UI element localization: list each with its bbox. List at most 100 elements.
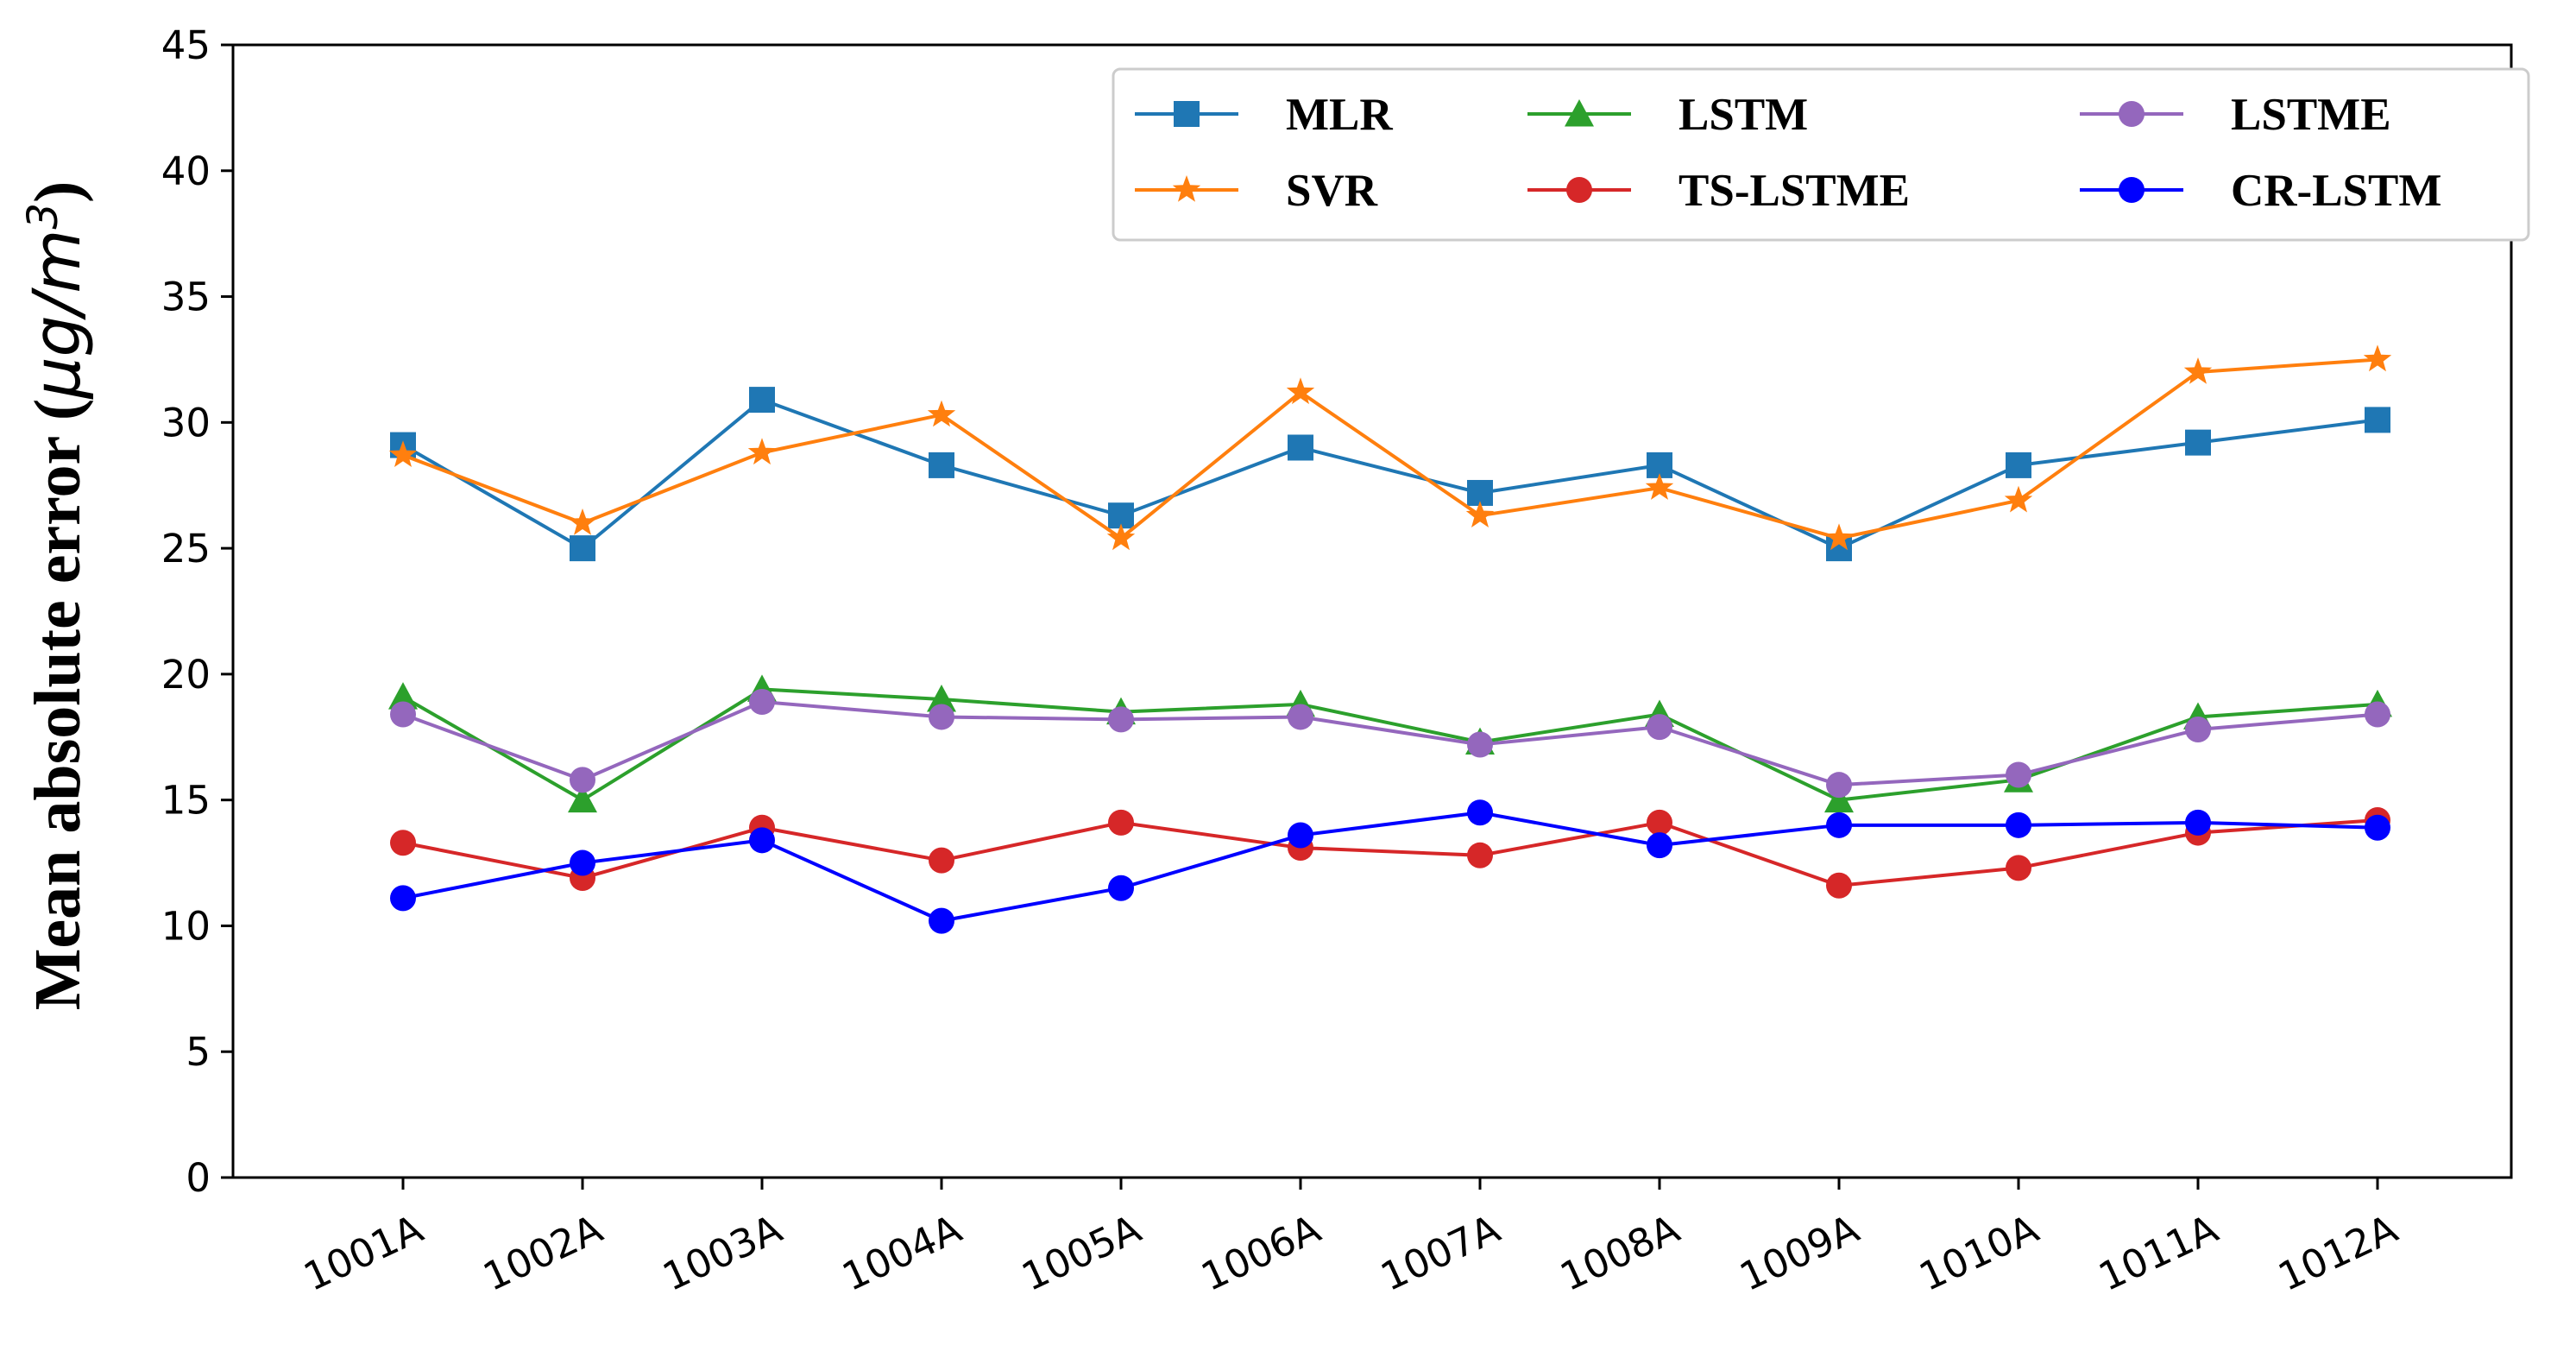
y-tick-label: 25 <box>161 526 211 571</box>
data-point-lstme <box>1647 714 1672 741</box>
legend-marker <box>2119 177 2145 203</box>
legend-label: LSTME <box>2231 90 2391 140</box>
data-point-svr <box>1286 377 1315 405</box>
data-point-cr-lstm <box>1288 822 1313 849</box>
plot-frame <box>231 43 2513 1179</box>
y-axis-label-unit: μg/m <box>18 230 95 400</box>
y-axis-ticks: 0 5 10 15 20 25 30 35 40 45 <box>161 22 233 1201</box>
y-tick-label: 30 <box>161 400 211 445</box>
data-point-cr-lstm <box>390 885 416 912</box>
y-axis-label-sup: 3 <box>19 203 67 230</box>
series-line-svr <box>402 357 2378 540</box>
y-tick-label: 5 <box>186 1029 211 1075</box>
data-point-svr <box>1824 523 1854 551</box>
legend-label: CR-LSTM <box>2231 166 2441 216</box>
data-point-cr-lstm <box>749 827 775 854</box>
y-tick-label: 35 <box>161 275 211 320</box>
y-axis-label-close: ) <box>22 181 94 203</box>
legend-entry-lstm: LSTM <box>1527 90 1808 140</box>
data-point-svr <box>1465 501 1495 527</box>
data-point-svr <box>2363 344 2392 372</box>
data-point-lstme <box>2185 717 2211 743</box>
data-point-cr-lstm <box>1108 875 1134 901</box>
series-layer <box>388 344 2392 934</box>
data-point-mlr <box>929 452 954 478</box>
legend-entry-cr-lstm: CR-LSTM <box>2080 166 2441 216</box>
y-axis-label: Mean absolute error (μg/m3) <box>18 181 95 1011</box>
data-point-cr-lstm <box>1647 832 1672 859</box>
data-point-mlr <box>1288 434 1313 461</box>
data-point-svr <box>388 440 418 467</box>
legend-label: LSTM <box>1678 90 1808 140</box>
data-point-svr <box>927 400 956 427</box>
series-line-lstm <box>402 687 2378 802</box>
series-svr <box>388 344 2392 551</box>
legend-marker <box>1565 99 1594 127</box>
data-point-cr-lstm <box>2006 811 2031 838</box>
legend-marker <box>1174 101 1200 127</box>
series-line-mlr <box>402 397 2378 551</box>
data-point-svr <box>2004 485 2033 513</box>
data-point-mlr <box>570 535 595 562</box>
data-point-svr <box>1106 523 1136 551</box>
legend-marker <box>1172 175 1201 202</box>
y-tick-label: 45 <box>161 22 211 68</box>
data-point-svr <box>568 508 597 535</box>
data-point-lstme <box>1467 731 1493 758</box>
data-point-cr-lstm <box>2365 814 2390 841</box>
data-point-mlr <box>2365 407 2390 433</box>
data-point-svr <box>2183 357 2213 384</box>
y-tick-label: 0 <box>186 1155 211 1201</box>
series-cr-lstm <box>390 799 2390 934</box>
data-point-svr <box>747 438 777 465</box>
data-point-ts-lstme <box>1826 872 1852 899</box>
data-point-cr-lstm <box>570 849 595 876</box>
data-point-svr <box>1645 473 1674 500</box>
data-point-cr-lstm <box>929 907 954 934</box>
data-point-mlr <box>2006 452 2031 478</box>
series-line-cr-lstm <box>402 811 2378 923</box>
y-tick-label: 10 <box>161 903 211 949</box>
data-point-lstme <box>2365 701 2390 728</box>
data-point-lstme <box>1826 772 1852 799</box>
legend-entry-svr: SVR <box>1135 166 1378 216</box>
data-point-ts-lstme <box>1467 842 1493 868</box>
data-point-lstme <box>2006 761 2031 788</box>
data-point-mlr <box>2185 429 2211 456</box>
legend: MLR LSTM LSTME SVR TS-LSTME CR-LSTM <box>1112 67 2530 242</box>
data-point-cr-lstm <box>1826 811 1852 838</box>
data-point-lstme <box>570 767 595 793</box>
data-point-lstm <box>1824 785 1854 813</box>
y-axis-label-text: Mean absolute error ( <box>22 399 94 1011</box>
legend-label: MLR <box>1286 90 1393 140</box>
data-point-lstme <box>1288 704 1313 730</box>
data-point-lstme <box>1108 706 1134 733</box>
legend-label: TS-LSTME <box>1678 166 1910 216</box>
data-point-ts-lstme <box>929 847 954 874</box>
legend-entry-ts-lstme: TS-LSTME <box>1527 166 1910 216</box>
y-tick-label: 40 <box>161 148 211 194</box>
legend-marker <box>2119 101 2145 127</box>
legend-box <box>1112 67 2530 242</box>
data-point-cr-lstm <box>1467 799 1493 826</box>
data-point-cr-lstm <box>2185 809 2211 836</box>
data-point-lstm <box>927 685 956 712</box>
data-point-lstme <box>390 701 416 728</box>
series-line-ts-lstme <box>402 818 2378 887</box>
data-point-ts-lstme <box>1647 809 1672 836</box>
y-tick-label: 15 <box>161 778 211 824</box>
series-line-lstme <box>402 699 2378 787</box>
y-tick-label: 20 <box>161 652 211 698</box>
data-point-lstme <box>929 704 954 730</box>
data-point-mlr <box>749 387 775 414</box>
data-point-ts-lstme <box>1108 809 1134 836</box>
data-point-lstm <box>388 682 418 710</box>
legend-label: SVR <box>1286 166 1378 216</box>
legend-entry-mlr: MLR <box>1135 90 1393 140</box>
data-point-lstme <box>749 688 775 715</box>
data-point-ts-lstme <box>2006 855 2031 881</box>
legend-marker <box>1566 177 1592 203</box>
series-lstme <box>390 688 2390 799</box>
data-point-lstm <box>568 785 597 813</box>
